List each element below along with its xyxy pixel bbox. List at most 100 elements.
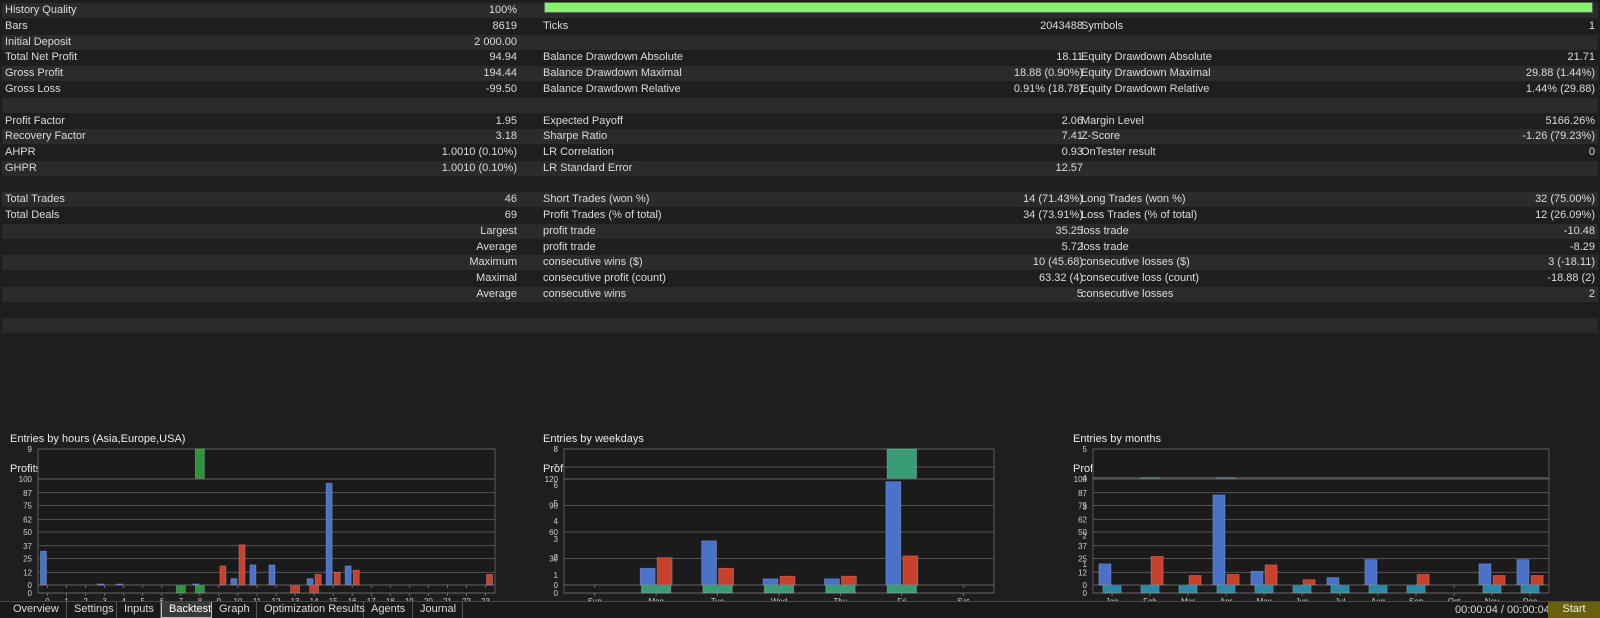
stat-label: Profit Factor xyxy=(5,115,65,127)
stat-value: 100% xyxy=(488,4,517,16)
profit-bar xyxy=(824,578,840,586)
tab-agents[interactable]: Agents xyxy=(364,602,413,618)
profits-losses-by-hours-chart: Profits and losses by hours xyxy=(2,463,525,477)
stat-label: Recovery Factor xyxy=(5,130,86,142)
stat-value: 1.0010 (0.10%) xyxy=(441,162,517,174)
y-tick-label: 0 xyxy=(28,581,33,590)
stat-value: Largest xyxy=(480,225,517,237)
stat-label: Ticks xyxy=(543,20,569,32)
stat-label: Long Trades (won %) xyxy=(1081,193,1186,205)
stat-value: 3 (-18.11) xyxy=(1548,256,1595,268)
bar xyxy=(1292,563,1312,594)
stat-value: 5 xyxy=(1076,288,1083,300)
bar xyxy=(1178,563,1198,594)
y-tick-label: 3 xyxy=(1083,503,1088,512)
stats-row: Average consecutive wins 5 consecutive loss… xyxy=(2,287,1598,302)
stat-value: 14 (71.43%) xyxy=(1023,193,1083,205)
stat-label: Short Trades (won %) xyxy=(543,193,650,205)
stat-label: consecutive losses ($) xyxy=(1081,256,1190,268)
y-tick-label: 87 xyxy=(23,489,32,498)
y-tick-label: 75 xyxy=(1078,502,1087,511)
tab-journal[interactable]: Journal xyxy=(413,602,463,618)
stat-value: 34 (73.91%) xyxy=(1023,209,1083,221)
stat-label: Loss Trades (% of total) xyxy=(1081,209,1198,221)
chart-title: Entries by weekdays xyxy=(543,433,644,445)
backtest-statistics-table: Average consecutive wins 5 consecutive loss… xyxy=(2,2,1598,333)
stat-label: loss trade xyxy=(1081,225,1129,237)
y-tick-label: 6 xyxy=(554,481,559,490)
loss-bar xyxy=(718,567,734,586)
stats-row: Maximum consecutive wins ($) 10 (45.68) con… xyxy=(2,255,1598,270)
y-tick-label: 0 xyxy=(28,589,33,598)
profit-bar xyxy=(762,578,779,586)
y-tick-label: 60 xyxy=(549,528,558,537)
stats-row: Average profit trade 5.72 loss trade -8.29 xyxy=(2,240,1598,255)
bar xyxy=(175,496,186,594)
tab-backtest[interactable]: Backtest xyxy=(161,602,212,618)
y-tick-label: 0 xyxy=(554,589,559,598)
y-tick-label: 87 xyxy=(1078,489,1087,498)
loss-bar xyxy=(1530,575,1544,586)
stat-value: -8.29 xyxy=(1569,241,1595,253)
profit-bar xyxy=(1516,559,1530,586)
y-tick-label: 3 xyxy=(554,535,559,544)
loss-bar xyxy=(1226,574,1240,586)
stat-value: 10 (45.68) xyxy=(1032,256,1083,268)
profit-bar xyxy=(40,550,47,586)
stat-label: Z-Score xyxy=(1081,130,1121,142)
bar xyxy=(309,528,320,594)
stat-value: 35.25 xyxy=(1055,225,1083,237)
elapsed-time: 00:00:04 / 00:00:04 xyxy=(1455,604,1550,616)
tab-overview[interactable]: Overview xyxy=(6,602,67,618)
stat-label: Total Net Profit xyxy=(5,51,78,63)
profit-bar xyxy=(1364,559,1378,586)
stat-label: loss trade xyxy=(1081,241,1129,253)
loss-bar xyxy=(1302,579,1316,586)
loss-bar xyxy=(314,574,322,586)
stat-value: 1.0010 (0.10%) xyxy=(441,146,517,158)
stat-value: -18.88 (2) xyxy=(1547,272,1595,284)
loss-bar xyxy=(219,565,227,586)
start-button[interactable]: Start xyxy=(1548,602,1600,618)
y-tick-label: 2 xyxy=(554,553,559,562)
profit-bar xyxy=(1478,563,1492,586)
profit-bar xyxy=(1250,570,1264,586)
profit-bar xyxy=(639,567,656,586)
stat-value: 2043488 xyxy=(1040,20,1083,32)
stats-row: Profit Factor 1.95 Expected Payoff 2.06 Marg… xyxy=(2,114,1598,129)
stats-row: Gross Profit 194.44 Balance Drawdown Maxim… xyxy=(2,66,1598,81)
stats-row: Recovery Factor 3.18 Sharpe Ratio 7.41 Z-Sco… xyxy=(2,129,1598,144)
stat-value: 69 xyxy=(504,209,517,221)
profit-bar xyxy=(325,482,333,586)
stat-label: Bars xyxy=(5,20,28,32)
bar xyxy=(1254,506,1274,594)
stat-label: GHPR xyxy=(5,162,37,174)
profit-bar xyxy=(344,565,352,586)
y-tick-label: 62 xyxy=(23,515,32,524)
stats-row: Largest profit trade 35.25 loss trade -10.48 xyxy=(2,224,1598,239)
stat-label: Balance Drawdown Relative xyxy=(543,83,681,95)
chart-title: Entries by hours (Asia,Europe,USA) xyxy=(10,433,186,445)
plot-area xyxy=(37,478,496,586)
stat-label: Expected Payoff xyxy=(543,115,623,127)
stat-label: Total Trades xyxy=(5,193,65,205)
stat-value: 5166.26% xyxy=(1545,115,1595,127)
stats-row xyxy=(2,318,1598,333)
stat-label: consecutive wins xyxy=(543,288,627,300)
stat-value: Maximum xyxy=(469,256,517,268)
tab-optimization-results[interactable]: Optimization Results xyxy=(257,602,365,618)
stat-label: Margin Level xyxy=(1081,115,1144,127)
stat-label: OnTester result xyxy=(1081,146,1156,158)
chart-title: Profits and losses by months xyxy=(1073,463,1214,475)
y-tick-label: 0 xyxy=(1083,581,1088,590)
stat-value: 1.44% (29.88) xyxy=(1525,83,1595,95)
bar xyxy=(1216,477,1236,594)
tab-inputs[interactable]: Inputs xyxy=(117,602,161,618)
tab-graph[interactable]: Graph xyxy=(212,602,257,618)
entries-by-weekdays-chart: Entries by weekdays xyxy=(535,433,1058,447)
stat-value: 0.93 xyxy=(1061,146,1083,158)
stat-value: 12.57 xyxy=(1055,162,1083,174)
y-tick-label: 50 xyxy=(1078,528,1087,537)
stat-value: 7.41 xyxy=(1061,130,1083,142)
tab-settings[interactable]: Settings xyxy=(67,602,117,618)
